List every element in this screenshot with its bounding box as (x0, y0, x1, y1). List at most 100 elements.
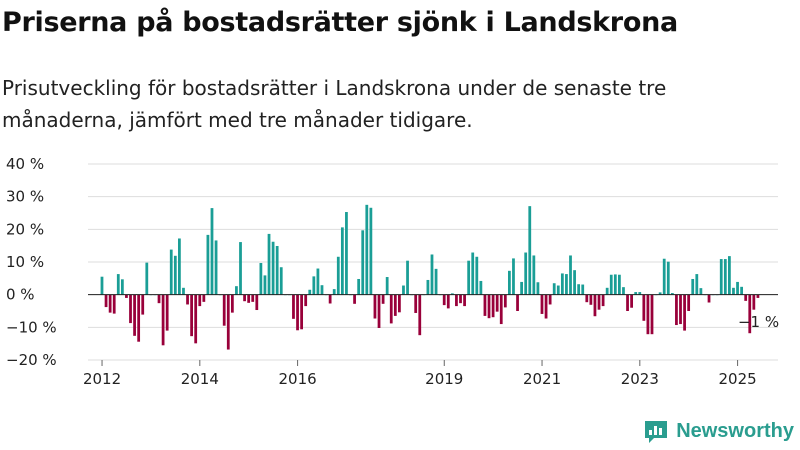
bar (613, 274, 617, 295)
bar (463, 294, 466, 307)
bar (398, 294, 401, 313)
chart-title: Priserna på bostadsrätter sjönk i Landsk… (2, 7, 678, 38)
y-tick-label: 40 % (6, 155, 44, 173)
bar (605, 287, 609, 295)
bar (271, 241, 275, 295)
bar (699, 288, 703, 295)
bar (736, 281, 739, 295)
bar (406, 260, 409, 295)
bar (483, 294, 487, 316)
bar (116, 274, 120, 295)
bar (194, 294, 198, 344)
bar (430, 254, 434, 295)
bar (495, 294, 499, 312)
bar (503, 294, 507, 308)
bar (556, 285, 560, 295)
bar (691, 278, 695, 295)
bar (157, 294, 161, 304)
bar (719, 259, 723, 295)
bar (300, 294, 304, 330)
bar (161, 294, 165, 346)
chart-subtitle: Prisutveckling för bostadsrätter i Lands… (2, 76, 667, 132)
bar (723, 259, 727, 295)
bar (426, 279, 430, 295)
bar (328, 294, 332, 304)
bar (732, 287, 735, 295)
x-tick-label: 2014 (181, 370, 219, 388)
bar (202, 294, 206, 302)
bar (683, 294, 686, 331)
bar (120, 279, 124, 295)
bar (304, 294, 308, 307)
bar (658, 292, 662, 295)
bar (532, 255, 536, 295)
bar-chart: −20 % −10 % 0 % 10 % 20 % 30 % 40 % 2012 2014 201… (6, 155, 779, 388)
bar (650, 294, 654, 335)
bar (585, 294, 589, 303)
bar (446, 294, 450, 309)
bar (666, 261, 670, 295)
bar (239, 242, 242, 295)
y-tick-label: −10 % (6, 318, 57, 336)
bar (214, 240, 218, 295)
bar (145, 262, 149, 295)
bar (565, 274, 568, 295)
bar (593, 294, 597, 317)
bar (540, 294, 544, 314)
bar (707, 294, 711, 303)
bar (275, 245, 279, 295)
bar (455, 294, 458, 307)
bar (361, 230, 365, 295)
bar (259, 262, 263, 295)
bar (675, 294, 678, 326)
bar (263, 275, 267, 295)
bar (336, 256, 340, 295)
bar (178, 238, 181, 295)
bar (247, 294, 251, 303)
bar-layer (100, 204, 760, 350)
bar (332, 289, 336, 295)
bar (670, 293, 674, 295)
y-tick-label: −20 % (6, 351, 57, 369)
bar (190, 294, 194, 337)
x-tick-label: 2025 (718, 370, 756, 388)
bar (312, 276, 316, 295)
bar (744, 294, 748, 301)
bar (569, 255, 572, 295)
bar (597, 294, 601, 310)
bar (104, 294, 108, 308)
bar (206, 234, 210, 295)
bar (389, 294, 393, 324)
bar (679, 294, 682, 325)
bar (471, 252, 475, 295)
bar (560, 273, 564, 295)
bar (748, 294, 752, 334)
bar (662, 258, 666, 295)
axis-layer: −20 % −10 % 0 % 10 % 20 % 30 % 40 % 2012 2014 201… (6, 155, 779, 388)
bar (365, 204, 369, 295)
x-tick-label: 2016 (278, 370, 316, 388)
bar (267, 233, 271, 295)
bar (255, 294, 259, 311)
bar (345, 212, 348, 295)
last-value-annotation: −1 % (738, 313, 779, 331)
bar (577, 284, 581, 295)
bar (646, 294, 650, 335)
bar (552, 283, 556, 295)
bar (573, 270, 576, 295)
bar (108, 294, 112, 313)
bar (137, 294, 141, 342)
bar (243, 294, 246, 302)
bar (634, 292, 638, 295)
bar (296, 294, 299, 331)
bar (450, 293, 454, 295)
bar (475, 256, 479, 295)
bar (226, 294, 230, 350)
bar (618, 274, 621, 295)
bar (235, 286, 238, 295)
bar (642, 294, 646, 321)
bar (393, 294, 397, 316)
bar (141, 294, 145, 315)
bar (752, 294, 756, 310)
bar (340, 227, 344, 295)
